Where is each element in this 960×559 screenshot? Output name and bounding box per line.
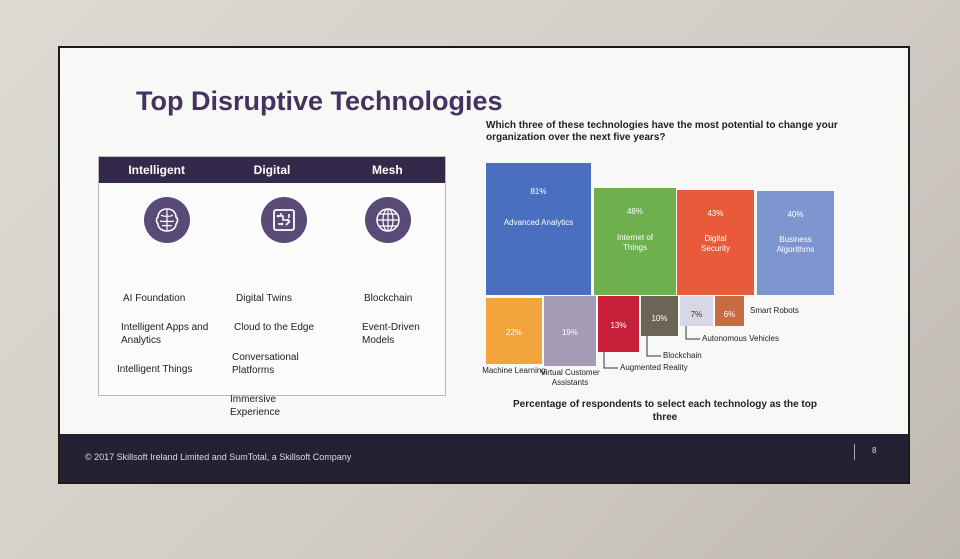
tile-category-label: Digital Security xyxy=(701,234,730,253)
tile-value-label: 10% xyxy=(651,314,668,323)
category-label: Autonomous Vehicles xyxy=(702,334,779,343)
tech-item: AI Foundation xyxy=(123,293,186,304)
tech-item: Intelligent Apps and Analytics xyxy=(121,322,209,346)
tech-item: Cloud to the Edge xyxy=(234,322,315,333)
tile-value-label: 22% xyxy=(505,328,522,337)
tile-category-label: Business Algorithms xyxy=(776,235,815,254)
category-label: Machine Learning xyxy=(482,366,546,375)
page-divider xyxy=(854,444,855,460)
leader-line xyxy=(685,326,700,340)
category-label: Virtual Customer Assistants xyxy=(540,368,600,387)
slide: Top Disruptive Technologies Intelligent … xyxy=(58,46,910,484)
brain-icon xyxy=(144,197,190,243)
tile-value-label: 81% xyxy=(530,187,547,196)
column-header-mesh: Mesh xyxy=(371,163,403,177)
leader-line xyxy=(646,336,661,357)
tile-value-label: 40% xyxy=(787,210,804,219)
globe-mesh-icon xyxy=(365,197,411,243)
tech-item: Event-Driven Models xyxy=(362,322,420,346)
treemap-tile-augmented-reality: 13% xyxy=(598,296,639,352)
technology-groups-panel: Intelligent Digital Mesh AI Found xyxy=(98,156,446,418)
digital-twin-icon xyxy=(261,197,307,243)
tile-value-label: 48% xyxy=(626,207,643,216)
tile-category-label: Advanced Analytics xyxy=(503,218,574,227)
tile-value-label: 43% xyxy=(707,209,724,218)
treemap-tile-advanced-analytics: 81% Advanced Analytics xyxy=(486,163,591,295)
treemap-tile-blockchain: 10% xyxy=(641,296,678,336)
tile-value-label: 6% xyxy=(723,310,736,319)
treemap-tile-internet-of-things: 48% Internet of Things xyxy=(594,188,676,295)
category-label: Smart Robots xyxy=(750,306,799,315)
tile-value-label: 7% xyxy=(690,310,703,319)
category-label: Augmented Reality xyxy=(620,363,688,372)
tile-category-label: Internet of Things xyxy=(616,233,654,252)
chart-caption: Percentage of respondents to select each… xyxy=(513,399,817,423)
tile-value-label: 13% xyxy=(610,321,627,330)
column-header-intelligent: Intelligent xyxy=(128,163,185,177)
treemap-tile-virtual-customer-assistants: 19% xyxy=(544,296,596,366)
leader-line xyxy=(603,352,618,369)
tile-value-label: 19% xyxy=(561,328,578,337)
treemap-tile-business-algorithms: 40% Business Algorithms xyxy=(757,191,834,295)
treemap-tile-autonomous-vehicles: 7% xyxy=(680,296,713,326)
tech-item: Blockchain xyxy=(364,293,413,304)
chart-question: Which three of these technologies have t… xyxy=(486,120,838,143)
tech-item: Digital Twins xyxy=(236,293,292,304)
column-header-digital: Digital xyxy=(253,163,291,177)
treemap-tile-digital-security: 43% Digital Security xyxy=(677,190,754,295)
tech-item: Immersive Experience xyxy=(230,394,281,418)
panel-header: Intelligent Digital Mesh xyxy=(99,157,445,183)
copyright-text: © 2017 Skillsoft Ireland Limited and Sum… xyxy=(85,452,352,462)
category-label: Blockchain xyxy=(663,351,702,360)
slide-footer: © 2017 Skillsoft Ireland Limited and Sum… xyxy=(60,434,908,482)
treemap-tile-smart-robots: 6% xyxy=(715,296,744,326)
slide-title: Top Disruptive Technologies xyxy=(136,86,503,116)
page-number: 8 xyxy=(872,446,877,455)
treemap-tile-machine-learning: 22% xyxy=(486,298,542,364)
leader-lines xyxy=(603,326,700,369)
tech-item: Conversational Platforms xyxy=(232,352,299,376)
tech-item: Intelligent Things xyxy=(117,364,193,375)
